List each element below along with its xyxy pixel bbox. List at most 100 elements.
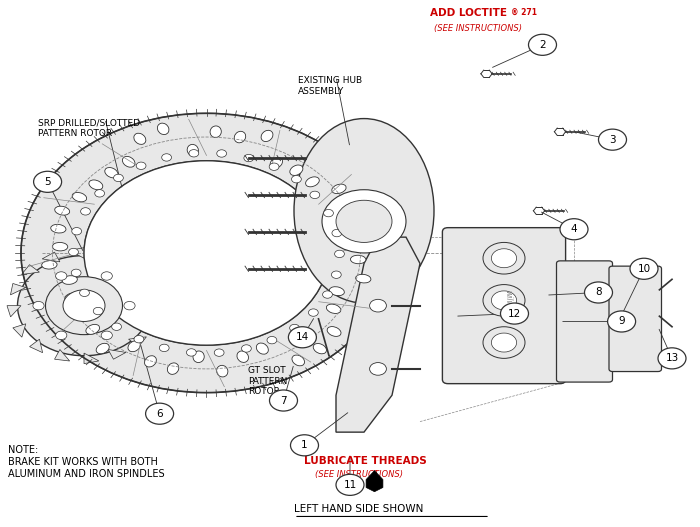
FancyBboxPatch shape — [609, 266, 662, 372]
Ellipse shape — [216, 365, 228, 377]
Polygon shape — [98, 250, 113, 262]
Circle shape — [63, 290, 105, 321]
Circle shape — [598, 129, 626, 150]
Circle shape — [102, 331, 112, 339]
Circle shape — [322, 190, 406, 253]
Circle shape — [162, 154, 172, 161]
Text: 8: 8 — [595, 288, 602, 297]
Circle shape — [291, 175, 301, 183]
Ellipse shape — [187, 144, 198, 156]
Ellipse shape — [52, 242, 68, 251]
Ellipse shape — [193, 351, 204, 363]
Text: 3: 3 — [609, 135, 616, 144]
Circle shape — [483, 285, 525, 316]
Text: wilwood: wilwood — [503, 290, 512, 321]
Ellipse shape — [55, 206, 69, 215]
Ellipse shape — [144, 356, 156, 367]
Ellipse shape — [105, 168, 118, 178]
Circle shape — [93, 307, 103, 315]
Circle shape — [500, 303, 528, 324]
Ellipse shape — [122, 157, 135, 167]
Text: EXISTING HUB
ASSEMBLY: EXISTING HUB ASSEMBLY — [298, 76, 362, 96]
Ellipse shape — [270, 158, 283, 168]
Polygon shape — [13, 324, 26, 337]
Circle shape — [102, 272, 112, 280]
Circle shape — [34, 171, 62, 192]
Ellipse shape — [306, 177, 319, 187]
Circle shape — [290, 324, 300, 331]
Circle shape — [491, 291, 517, 310]
Text: 11: 11 — [344, 480, 356, 490]
Circle shape — [323, 209, 333, 217]
Circle shape — [370, 363, 386, 375]
Text: 5: 5 — [44, 177, 51, 187]
Circle shape — [491, 333, 517, 352]
Circle shape — [483, 242, 525, 274]
Circle shape — [80, 289, 90, 297]
Circle shape — [69, 248, 78, 256]
Ellipse shape — [351, 255, 366, 264]
Circle shape — [113, 174, 123, 182]
Circle shape — [84, 161, 329, 345]
FancyBboxPatch shape — [556, 261, 612, 382]
Circle shape — [658, 348, 686, 369]
Polygon shape — [142, 274, 155, 288]
Polygon shape — [336, 237, 420, 432]
Circle shape — [290, 435, 318, 456]
Circle shape — [136, 162, 146, 170]
Text: (SEE INSTRUCTIONS): (SEE INSTRUCTIONS) — [434, 24, 522, 33]
Circle shape — [584, 282, 612, 303]
Polygon shape — [55, 349, 70, 361]
Polygon shape — [29, 339, 43, 353]
Text: SRP DRILLED/SLOTTED
PATTERN ROTOR: SRP DRILLED/SLOTTED PATTERN ROTOR — [38, 119, 141, 138]
Circle shape — [189, 150, 199, 157]
Circle shape — [55, 331, 66, 339]
Polygon shape — [69, 248, 84, 258]
Ellipse shape — [290, 165, 303, 175]
Ellipse shape — [134, 133, 146, 144]
Text: ® 271: ® 271 — [511, 8, 537, 17]
Circle shape — [160, 344, 169, 352]
Ellipse shape — [256, 343, 268, 354]
Ellipse shape — [86, 325, 99, 334]
FancyBboxPatch shape — [442, 228, 566, 384]
Polygon shape — [42, 252, 60, 262]
Text: ADD LOCTITE: ADD LOCTITE — [430, 8, 508, 18]
Ellipse shape — [72, 192, 87, 202]
Circle shape — [217, 150, 227, 157]
Ellipse shape — [74, 309, 88, 318]
Ellipse shape — [294, 119, 434, 303]
Circle shape — [80, 208, 90, 215]
Circle shape — [18, 256, 150, 356]
Ellipse shape — [330, 287, 344, 296]
Circle shape — [241, 345, 251, 352]
Circle shape — [124, 301, 135, 310]
Circle shape — [528, 34, 556, 55]
Circle shape — [310, 191, 320, 199]
Circle shape — [336, 200, 392, 242]
Text: 14: 14 — [296, 333, 309, 342]
Text: 9: 9 — [618, 317, 625, 326]
Circle shape — [491, 249, 517, 268]
Circle shape — [186, 349, 196, 356]
Circle shape — [336, 474, 364, 495]
Ellipse shape — [89, 180, 103, 190]
Circle shape — [33, 301, 44, 310]
Ellipse shape — [327, 327, 341, 336]
Circle shape — [270, 163, 279, 170]
Circle shape — [270, 390, 298, 411]
Polygon shape — [366, 471, 383, 492]
Ellipse shape — [167, 363, 178, 374]
Ellipse shape — [292, 355, 304, 366]
Text: 1: 1 — [301, 441, 308, 450]
Ellipse shape — [237, 351, 248, 363]
Circle shape — [608, 311, 636, 332]
Text: (SEE INSTRUCTIONS): (SEE INSTRUCTIONS) — [315, 470, 403, 479]
Circle shape — [630, 258, 658, 279]
Circle shape — [112, 323, 122, 330]
Ellipse shape — [65, 293, 80, 302]
Text: 10: 10 — [638, 264, 650, 274]
Text: 4: 4 — [570, 225, 578, 234]
Ellipse shape — [261, 130, 273, 142]
Text: 2: 2 — [539, 40, 546, 50]
